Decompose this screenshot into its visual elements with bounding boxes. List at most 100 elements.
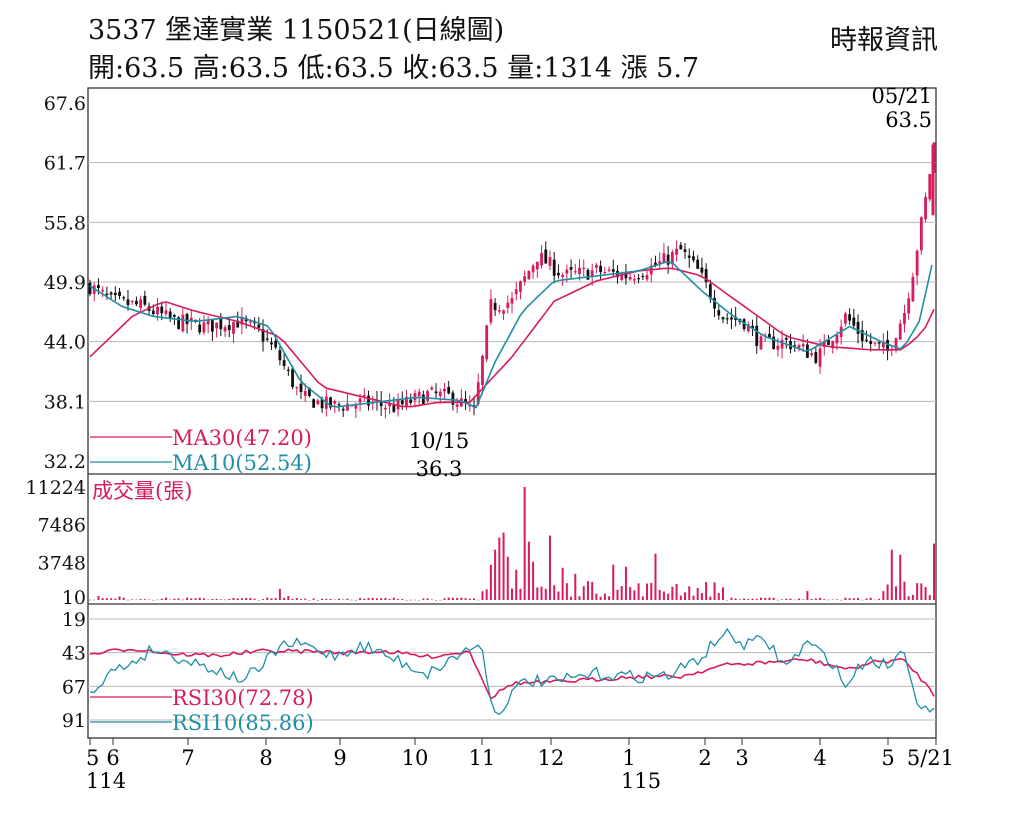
volume-bar	[262, 599, 265, 600]
price-tick-label: 32.2	[44, 451, 86, 473]
volume-bar	[857, 597, 860, 600]
volume-bar	[477, 599, 480, 601]
volume-bar	[895, 586, 898, 600]
volume-bar	[224, 599, 227, 601]
volume-bar	[730, 597, 733, 600]
volume-bar	[397, 599, 400, 600]
candle-body	[118, 291, 121, 296]
candle-body	[632, 279, 636, 281]
candle-body	[907, 298, 911, 314]
volume-bar	[430, 599, 433, 600]
candle-body	[704, 269, 708, 283]
volume-bar	[451, 597, 454, 600]
candle-body	[210, 320, 214, 332]
volume-bar	[924, 587, 927, 600]
volume-bar	[595, 593, 598, 600]
candle-body	[696, 259, 700, 269]
volume-bar	[751, 598, 754, 600]
volume-bar	[342, 599, 345, 601]
candle-body	[848, 314, 851, 321]
candle-body	[282, 360, 286, 366]
rsi10-legend: RSI10(85.86)	[172, 711, 314, 735]
candle-body	[886, 339, 889, 352]
volume-bar	[401, 599, 404, 600]
volume-bar	[624, 566, 627, 600]
volume-bar	[93, 599, 96, 601]
volume-bar	[312, 598, 315, 600]
data-source: 時報資訊	[830, 25, 938, 56]
volume-bar	[920, 583, 923, 600]
candle-body	[173, 314, 176, 317]
volume-bar	[443, 598, 446, 600]
ohlc-summary: 開:63.5 高:63.5 低:63.5 收:63.5 量:1314 漲 5.7	[88, 53, 700, 84]
candle-body	[346, 403, 349, 411]
candle-body	[362, 394, 366, 397]
candle-body	[502, 310, 505, 314]
volume-bar	[536, 587, 539, 600]
volume-bar	[544, 588, 547, 600]
candle-body	[295, 387, 299, 389]
volume-bar	[612, 564, 615, 600]
volume-bar	[300, 599, 302, 600]
volume-bar	[671, 586, 674, 600]
volume-bar	[823, 599, 826, 600]
candle-body	[189, 317, 193, 321]
volume-bars	[89, 487, 935, 601]
volume-bar	[835, 599, 838, 600]
volume-bar	[819, 597, 822, 600]
volume-bar	[806, 590, 809, 600]
volume-bar	[169, 599, 172, 601]
candle-body	[185, 314, 189, 325]
volume-bar	[494, 549, 497, 600]
volume-bar	[143, 599, 146, 600]
candle-body	[265, 338, 269, 340]
volume-bar	[616, 589, 619, 600]
volume-bar	[873, 599, 876, 601]
volume-bar	[456, 597, 459, 600]
candle-body	[599, 265, 603, 273]
candle-body	[248, 321, 252, 323]
volume-bar	[844, 597, 847, 600]
candle-body	[595, 264, 598, 268]
volume-bar	[916, 583, 919, 600]
candle-body	[400, 400, 404, 405]
volume-bar	[253, 598, 256, 600]
volume-bar	[464, 598, 467, 600]
candle-body	[569, 267, 573, 270]
x-tick-label: 5	[881, 746, 894, 770]
volume-bar	[207, 599, 210, 601]
candle-body	[497, 310, 501, 312]
price-axis-ticks: 67.6 61.7 55.8 49.9 44.0 38.1 32.2	[44, 93, 86, 473]
candle-body	[692, 256, 695, 261]
volume-bar	[532, 561, 535, 600]
ma10-legend: MA10(52.54)	[172, 451, 312, 475]
volume-bar	[105, 598, 108, 600]
candle-body	[772, 336, 776, 349]
candle-body	[637, 278, 640, 280]
volume-bar	[270, 598, 273, 600]
volume-bar	[557, 591, 560, 600]
candle-body	[746, 324, 750, 332]
candle-body	[493, 302, 497, 311]
candle-body	[873, 342, 877, 344]
volume-bar	[696, 587, 699, 600]
candle-body	[481, 355, 484, 386]
volume-bar	[565, 583, 568, 600]
candle-body	[151, 310, 155, 315]
volume-bar	[878, 598, 881, 600]
candle-body	[582, 267, 586, 269]
candle-body	[565, 269, 569, 274]
volume-bar	[641, 596, 644, 600]
volume-bar	[89, 599, 91, 601]
candle-body	[717, 310, 721, 316]
candle-body	[860, 330, 864, 341]
volume-bar	[722, 587, 724, 600]
volume-bar	[797, 598, 800, 600]
candle-body	[679, 245, 683, 250]
x-tick-label: 8	[259, 746, 272, 770]
volume-bar	[177, 598, 180, 600]
volume-bar	[793, 599, 796, 601]
volume-bar	[426, 598, 429, 600]
rsi-tick-label: 19	[62, 609, 86, 631]
volume-bar	[629, 587, 632, 600]
